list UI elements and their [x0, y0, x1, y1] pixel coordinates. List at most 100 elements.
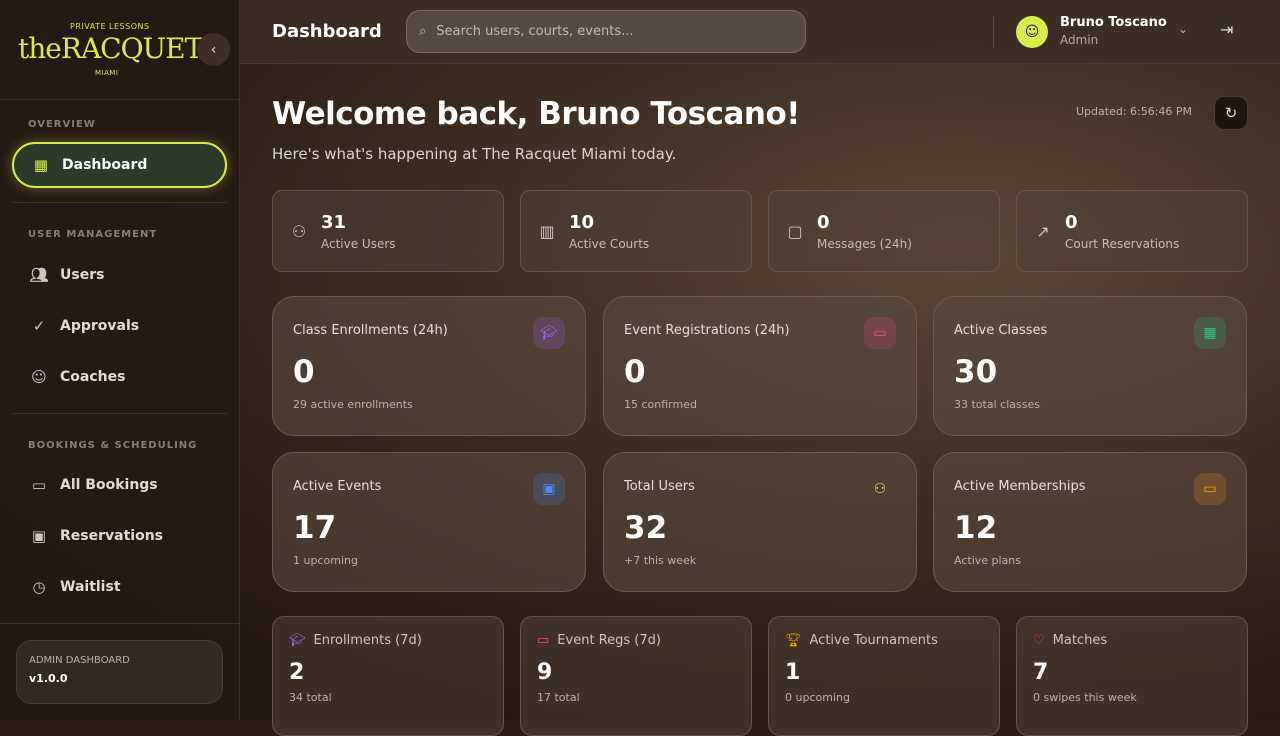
version-box: ADMIN DASHBOARD v1.0.0 [16, 640, 223, 704]
sidebar-item-dashboard[interactable]: ▦ Dashboard [12, 142, 227, 188]
card-subtext: 15 confirmed [624, 398, 697, 411]
user-icon: ☺ [1024, 24, 1040, 40]
sidebar-item-approvals[interactable]: ✓ Approvals [12, 303, 227, 349]
card-subtext: +7 this week [624, 554, 697, 567]
credit-card-icon: ▭ [1194, 473, 1226, 505]
logout-icon[interactable]: ⇥ [1220, 20, 1234, 39]
users-icon: ⚇ [873, 481, 887, 497]
stat-value: 0 [817, 211, 830, 233]
section-overview: OVERVIEW [28, 119, 96, 130]
grid-icon: ▦ [33, 156, 49, 174]
stat-subtext: 17 total [537, 691, 580, 704]
card-subtext: 1 upcoming [293, 554, 358, 567]
stat-active-users: ⚇ 31 Active Users [272, 190, 504, 272]
stat-label: Active Courts [569, 236, 650, 251]
card-value: 30 [954, 354, 998, 390]
stat-label: Active Users [321, 236, 396, 251]
top-header: Dashboard ⌕ ☺ Bruno Toscano Admin ⌄ ⇥ [240, 0, 1280, 64]
card-value: 0 [293, 354, 315, 390]
message-icon: ▢ [787, 221, 803, 241]
user-check-icon: ✓ [32, 317, 46, 335]
stat-matches: ♡ Matches 7 0 swipes this week [1016, 616, 1248, 736]
building-icon: ▥ [539, 221, 555, 241]
card-event-registrations: Event Registrations (24h) 0 15 confirmed ▭ [603, 296, 917, 436]
stat-value: 7 [1033, 660, 1049, 685]
ticket-icon: ▭ [31, 476, 47, 494]
logo-name: theRACQUET [18, 32, 203, 65]
stat-messages: ▢ 0 Messages (24h) [768, 190, 1000, 272]
card-subtext: Active plans [954, 554, 1022, 567]
version-title: ADMIN DASHBOARD [29, 655, 130, 666]
sidebar-item-waitlist[interactable]: ◷ Waitlist [12, 564, 227, 610]
stat-title: Active Tournaments [809, 633, 938, 648]
welcome-heading: Welcome back, Bruno Toscano! [272, 96, 800, 132]
card-active-memberships: Active Memberships 12 Active plans ▭ [933, 452, 1247, 592]
sidebar-item-coaches[interactable]: ☺ Coaches [12, 354, 227, 400]
stat-active-tournaments: 🏆︎ Active Tournaments 1 0 upcoming [768, 616, 1000, 736]
divider [12, 202, 227, 203]
divider [0, 623, 240, 624]
search-icon: ⌕ [419, 24, 427, 39]
stat-title: Enrollments (7d) [313, 633, 422, 648]
search-box[interactable]: ⌕ [406, 10, 806, 53]
stat-value: 10 [569, 211, 595, 233]
users-icon: 👥︎ [29, 266, 49, 284]
sidebar-item-reservations[interactable]: ▣ Reservations [12, 513, 227, 559]
label: Coaches [60, 369, 126, 385]
label: Approvals [60, 318, 140, 334]
label: Reservations [60, 528, 163, 544]
trending-up-icon: ↗ [1036, 221, 1050, 241]
sidebar-item-users[interactable]: 👥︎ Users [12, 252, 227, 298]
stat-court-reservations: ↗ 0 Court Reservations [1016, 190, 1248, 272]
section-bookings: BOOKINGS & SCHEDULING [28, 440, 198, 451]
refresh-button[interactable]: ↻ [1214, 96, 1248, 130]
stat-label: Messages (24h) [817, 236, 912, 251]
stat-title: Matches [1052, 633, 1108, 648]
updated-time: Updated: 6:56:46 PM [1076, 105, 1193, 118]
collapse-sidebar-button[interactable]: ‹ [197, 33, 230, 66]
card-total-users: Total Users 32 +7 this week ⚇ [603, 452, 917, 592]
clock-icon: ◷ [32, 578, 46, 596]
ticket-icon: ▭ [864, 317, 896, 349]
user-icon: ☺ [31, 368, 47, 386]
label: Waitlist [60, 579, 121, 595]
card-title: Active Events [293, 479, 382, 494]
heart-icon: ♡ [1033, 633, 1045, 648]
divider [993, 16, 994, 48]
stat-enrollments-7d: 🎓︎ Enrollments (7d) 2 34 total [272, 616, 504, 736]
stat-title: Event Regs (7d) [557, 633, 661, 648]
card-active-classes: Active Classes 30 33 total classes ▦ [933, 296, 1247, 436]
card-title: Total Users [624, 479, 695, 494]
user-name[interactable]: Bruno Toscano [1060, 15, 1167, 30]
sidebar-item-all-bookings[interactable]: ▭ All Bookings [12, 462, 227, 508]
stat-label: Court Reservations [1065, 236, 1180, 251]
search-input[interactable] [436, 24, 777, 39]
card-class-enrollments: Class Enrollments (24h) 0 29 active enroll… [272, 296, 586, 436]
label: All Bookings [60, 477, 158, 493]
avatar[interactable]: ☺ [1016, 16, 1048, 48]
logo-tagline: PRIVATE LESSONS [70, 22, 150, 31]
card-title: Active Memberships [954, 479, 1086, 494]
stat-subtext: 0 swipes this week [1033, 691, 1137, 704]
card-value: 32 [624, 510, 668, 546]
version-number: v1.0.0 [29, 672, 68, 685]
label: Users [60, 267, 105, 283]
section-user-management: USER MANAGEMENT [28, 229, 158, 240]
stat-active-courts: ▥ 10 Active Courts [520, 190, 752, 272]
stat-value: 9 [537, 660, 553, 685]
graduation-cap-icon: 🎓︎ [533, 317, 565, 349]
stat-value: 0 [1065, 211, 1078, 233]
sidebar: PRIVATE LESSONS theRACQUET MIAMI ‹ OVERV… [0, 0, 240, 720]
chevron-down-icon[interactable]: ⌄ [1178, 22, 1189, 36]
stat-subtext: 34 total [289, 691, 332, 704]
logo-location: MIAMI [95, 69, 119, 77]
chevron-left-icon: ‹ [210, 41, 217, 58]
card-subtext: 33 total classes [954, 398, 1040, 411]
graduation-cap-icon: 🎓︎ [289, 633, 306, 648]
card-value: 12 [954, 510, 998, 546]
divider [12, 413, 227, 414]
header-title: Dashboard [272, 21, 382, 42]
stat-value: 1 [785, 660, 801, 685]
user-role: Admin [1060, 33, 1099, 47]
card-value: 0 [624, 354, 646, 390]
